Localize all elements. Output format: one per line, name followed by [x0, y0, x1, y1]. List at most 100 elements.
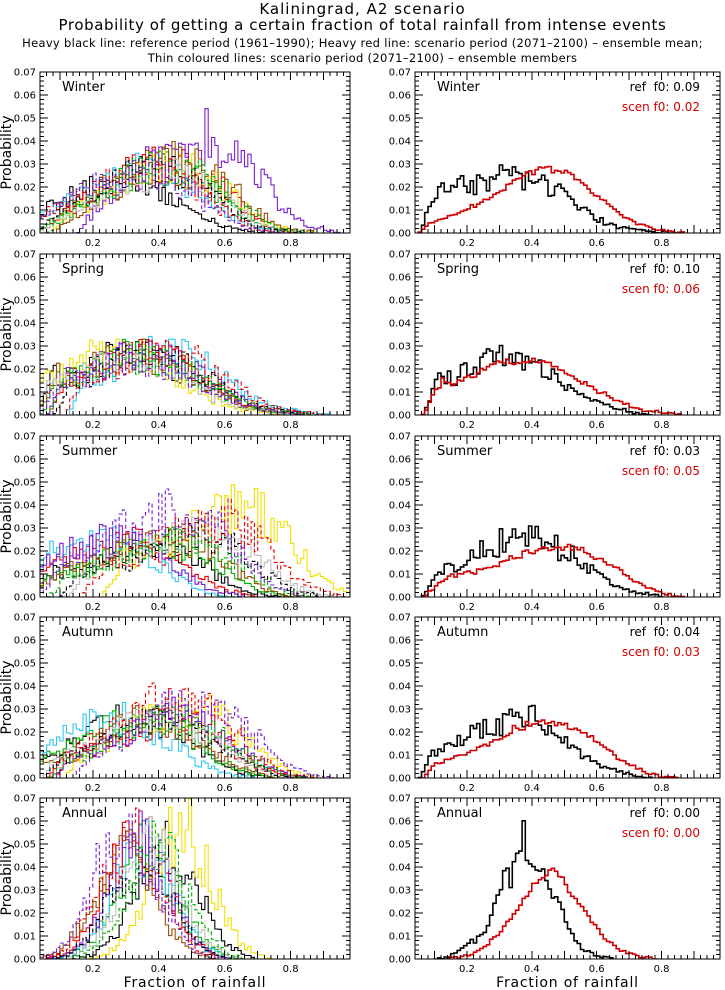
y-tick-label: 0.05 — [389, 840, 411, 851]
x-tick-label: 0.4 — [524, 783, 540, 794]
y-tick-label: 0.02 — [14, 365, 36, 376]
panel-summer-mean: 0.00 0.01 0.02 0.03 0.04 0.05 0.06 0.07 0.2 0.4 0.… — [389, 432, 721, 613]
x-tick-label: 0.4 — [524, 420, 540, 431]
figure-title: Kaliningrad, A2 scenario — [259, 0, 466, 18]
ensemble-member-line-yellow — [99, 484, 350, 597]
y-tick-label: 0.07 — [389, 68, 411, 79]
ensemble-member-line-black-dashed — [42, 706, 305, 778]
axis-ticks — [40, 436, 350, 597]
y-tick-label: 0.02 — [389, 547, 411, 558]
x-tick-label: 0.4 — [151, 783, 167, 794]
y-tick-label: 0.00 — [389, 774, 411, 785]
ensemble-member-line-red-dashed — [53, 682, 315, 778]
y-tick-label: 0.03 — [389, 160, 411, 171]
x-tick-label: 0.8 — [654, 783, 670, 794]
y-axis-label: Probability — [0, 479, 15, 553]
y-tick-label: 0.06 — [14, 455, 36, 466]
x-tick-label: 0.2 — [85, 602, 101, 613]
panel-season-label: Summer — [62, 444, 118, 459]
y-tick-label: 0.06 — [14, 636, 36, 647]
y-tick-label: 0.00 — [14, 593, 36, 604]
ensemble-member-line-green-dashed — [46, 526, 315, 597]
legend-scen-f0: scen f0: 0.00 — [622, 826, 700, 840]
panel-season-label: Winter — [62, 80, 106, 95]
y-tick-label: 0.06 — [14, 817, 36, 828]
x-tick-label: 0.8 — [654, 602, 670, 613]
x-axis-label: Fraction of rainfall — [124, 975, 267, 990]
y-tick-label: 0.06 — [389, 91, 411, 102]
reference-period-line — [418, 164, 678, 233]
panel-autumn-members: 0.00 0.01 0.02 0.03 0.04 0.05 0.06 0.07 0.2 0.4 0.… — [0, 613, 351, 794]
legend-scen-f0: scen f0: 0.05 — [622, 464, 700, 478]
ensemble-member-line-black-dashed — [59, 520, 327, 597]
ensemble-member-line-cyan — [52, 820, 235, 959]
reference-period-line — [417, 704, 653, 778]
y-tick-label: 0.04 — [389, 863, 411, 874]
x-tick-label: 0.2 — [85, 783, 101, 794]
axis-ticks — [415, 798, 720, 959]
scenario-mean-line — [444, 867, 659, 959]
axis-ticks — [415, 436, 720, 597]
x-tick-label: 0.6 — [589, 238, 605, 249]
x-tick-label: 0.6 — [217, 420, 233, 431]
y-tick-label: 0.04 — [14, 319, 36, 330]
x-tick-label: 0.6 — [589, 783, 605, 794]
x-tick-label: 0.4 — [524, 964, 540, 975]
ensemble-member-line-brown — [40, 529, 302, 597]
y-tick-label: 0.03 — [14, 342, 36, 353]
y-tick-label: 0.03 — [14, 886, 36, 897]
y-tick-label: 0.06 — [389, 817, 411, 828]
x-tick-label: 0.8 — [283, 964, 299, 975]
y-tick-label: 0.07 — [14, 613, 36, 624]
panel-season-label: Winter — [437, 80, 481, 95]
panel-frame — [39, 253, 351, 416]
y-axis-label: Probability — [0, 115, 15, 189]
y-tick-label: 0.00 — [14, 229, 36, 240]
axis-ticks — [40, 72, 350, 233]
y-tick-label: 0.07 — [389, 794, 411, 805]
y-tick-label: 0.03 — [389, 886, 411, 897]
y-tick-label: 0.05 — [389, 114, 411, 125]
x-tick-label: 0.4 — [151, 420, 167, 431]
y-tick-label: 0.07 — [389, 432, 411, 443]
panel-annual-mean: 0.00 0.01 0.02 0.03 0.04 0.05 0.06 0.07 0.2 0.4 0.… — [389, 794, 721, 990]
y-tick-label: 0.01 — [389, 206, 411, 217]
y-tick-label: 0.04 — [389, 319, 411, 330]
y-tick-label: 0.06 — [389, 455, 411, 466]
x-tick-label: 0.8 — [654, 238, 670, 249]
ensemble-member-line-purple-dashed — [40, 488, 308, 597]
y-tick-label: 0.07 — [14, 432, 36, 443]
reference-period-line — [420, 525, 665, 597]
x-tick-label: 0.2 — [459, 420, 475, 431]
ensemble-member-line-green-dashed — [49, 704, 311, 778]
panel-winter-mean: 0.00 0.01 0.02 0.03 0.04 0.05 0.06 0.07 0.2 0.4 0.… — [389, 68, 721, 249]
legend-scen-f0: scen f0: 0.03 — [622, 645, 700, 659]
y-tick-label: 0.00 — [14, 774, 36, 785]
y-tick-label: 0.07 — [14, 794, 36, 805]
ensemble-member-line-gray — [40, 700, 302, 778]
y-tick-label: 0.02 — [14, 909, 36, 920]
reference-period-line — [421, 344, 653, 415]
ensemble-member-line-brown — [53, 140, 321, 233]
x-tick-label: 0.6 — [589, 964, 605, 975]
panel-frame — [414, 616, 721, 779]
y-tick-label: 0.00 — [389, 229, 411, 240]
figure-legend-line-2: Thin coloured lines: scenario period (20… — [147, 51, 578, 65]
y-tick-label: 0.03 — [14, 524, 36, 535]
panel-frame — [39, 616, 351, 779]
y-tick-label: 0.02 — [14, 183, 36, 194]
x-tick-label: 0.8 — [283, 238, 299, 249]
scenario-mean-line — [421, 719, 679, 778]
panel-season-label: Spring — [62, 262, 104, 277]
ensemble-member-line-cyan — [40, 702, 255, 778]
ensemble-member-line-green-dashed — [66, 820, 248, 959]
panel-season-label: Spring — [437, 262, 479, 277]
y-tick-label: 0.01 — [389, 570, 411, 581]
y-tick-label: 0.01 — [14, 206, 36, 217]
y-axis-label: Probability — [0, 841, 15, 915]
figure-subtitle: Probability of getting a certain fractio… — [58, 16, 667, 34]
legend-ref-f0: ref f0: 0.09 — [630, 80, 700, 94]
y-tick-label: 0.02 — [389, 728, 411, 739]
y-tick-label: 0.03 — [389, 705, 411, 716]
